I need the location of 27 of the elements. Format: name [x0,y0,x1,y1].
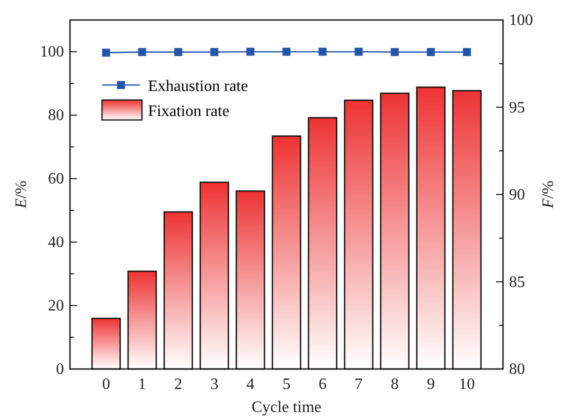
x-tick-label: 7 [354,376,363,393]
y-tick-label: 100 [40,44,64,61]
x-tick-label: 5 [282,376,290,393]
y-tick-label: 80 [48,107,64,124]
x-tick-label: 10 [458,376,475,393]
x-tick-label: 4 [246,376,254,393]
y-tick-label: 20 [48,298,64,315]
x-tick-label: 6 [318,376,327,393]
legend-label: Exhaustion rate [148,78,248,95]
legend-label: Fixation rate [148,103,230,120]
y2-tick-label: 95 [509,99,525,116]
y-tick-label: 0 [56,361,64,378]
y2-tick-label: 85 [509,274,525,291]
x-tick-label: 0 [102,376,110,393]
x-tick-label: 1 [138,376,146,393]
x-tick-label: 8 [390,376,399,393]
y-axis-title: E/% [13,180,30,210]
x-tick-label: 3 [210,376,218,393]
y2-tick-label: 100 [509,12,533,29]
y-tick-label: 60 [48,170,64,188]
x-axis-title: Cycle time [252,399,322,416]
x-tick-label: 2 [174,376,182,393]
y2-tick-label: 80 [509,361,525,378]
y2-axis-title: F/% [540,180,557,210]
y2-tick-label: 90 [509,186,525,204]
x-tick-label: 9 [426,376,435,393]
y-tick-label: 40 [48,234,64,252]
